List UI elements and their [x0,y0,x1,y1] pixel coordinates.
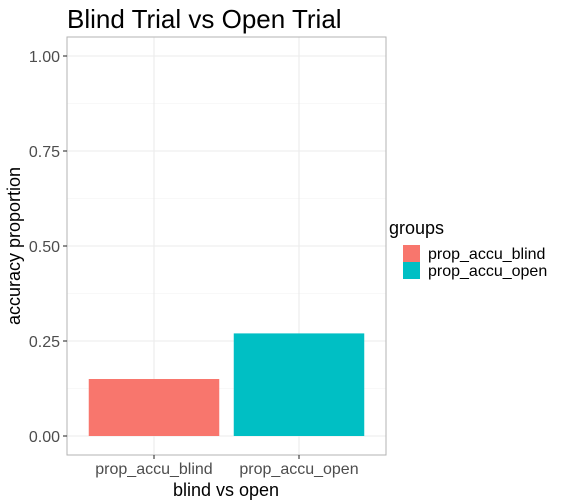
bars [88,333,365,436]
x-axis: prop_accu_blind prop_accu_open [95,455,359,478]
y-axis-title: accuracy proportion [4,167,24,325]
legend-label: prop_accu_blind [428,246,545,263]
legend-label: prop_accu_open [428,263,547,280]
legend-title: groups [389,218,444,238]
x-axis-title: blind vs open [173,480,279,500]
legend-key-prop_accu_open [403,262,420,279]
y-tick-label: 0.25 [29,334,60,351]
y-tick-label: 0.75 [29,144,60,161]
y-tick-label: 1.00 [29,49,60,66]
x-tick-label: prop_accu_blind [95,461,212,478]
chart-title: Blind Trial vs Open Trial [67,4,342,34]
y-tick-label: 0.50 [29,239,60,256]
x-tick-label: prop_accu_open [239,461,358,478]
bar-prop_accu_open [233,333,365,436]
y-axis: 0.00 0.25 0.50 0.75 1.00 [29,49,67,446]
legend-key-prop_accu_blind [403,245,420,262]
bar-prop_accu_blind [88,379,220,436]
y-tick-label: 0.00 [29,429,60,446]
